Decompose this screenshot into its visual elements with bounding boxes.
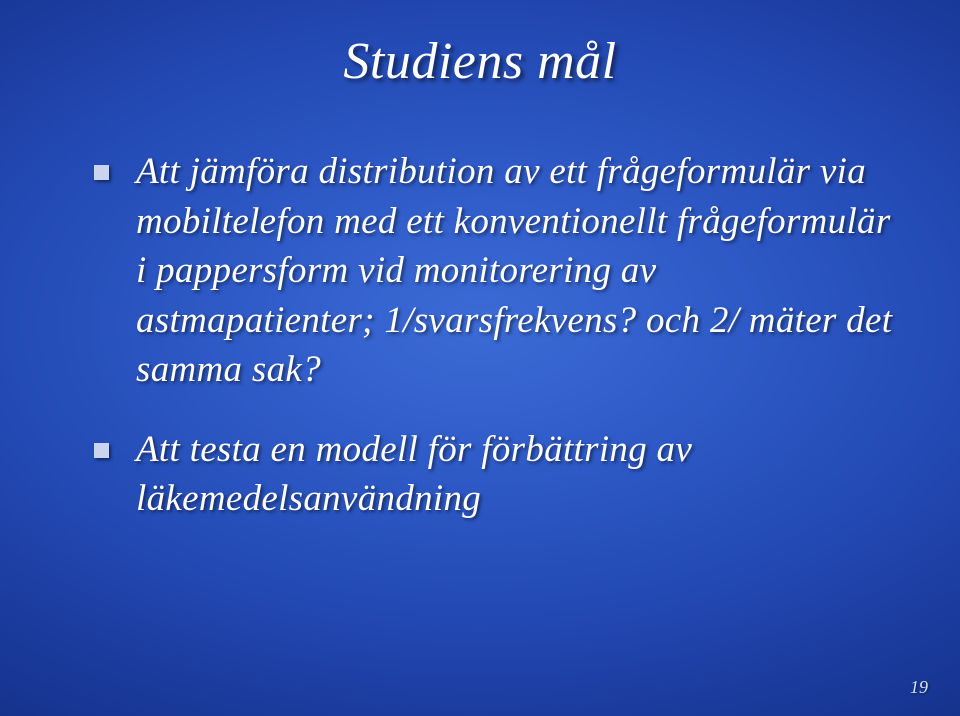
page-number: 19: [910, 677, 928, 698]
bullet-item: Att testa en modell för förbättring av l…: [90, 425, 900, 524]
slide-container: Studiens mål Att jämföra distribution av…: [0, 0, 960, 716]
bullet-list: Att jämföra distribution av ett frågefor…: [60, 147, 900, 524]
slide-title: Studiens mål: [60, 32, 900, 91]
bullet-item: Att jämföra distribution av ett frågefor…: [90, 147, 900, 395]
